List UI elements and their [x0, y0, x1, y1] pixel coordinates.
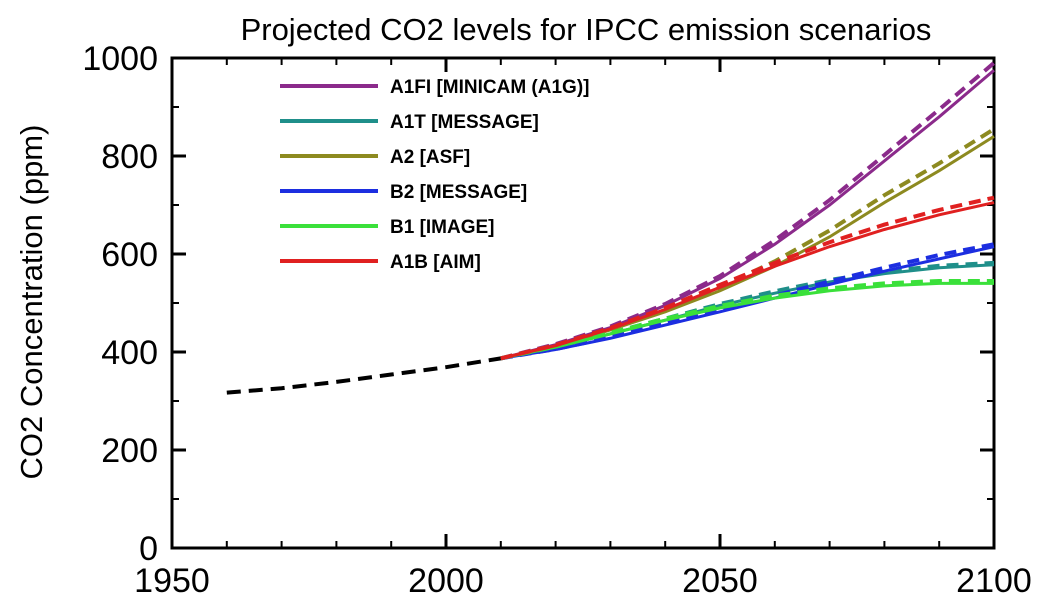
series-line-dashed — [500, 61, 996, 361]
y-tick-label: 800 — [101, 138, 158, 176]
x-tick-label: 2000 — [408, 562, 484, 598]
x-axis: 1950 2000 2050 2100 — [134, 58, 1032, 598]
series-line — [500, 281, 994, 360]
series-layer — [226, 61, 996, 395]
legend-label: A1FI [MINICAM (A1G)] — [390, 77, 589, 98]
y-tick-label: 1000 — [82, 40, 158, 78]
legend-label: B2 [MESSAGE] — [390, 182, 527, 203]
legend-label: A1B [AIM] — [390, 252, 481, 273]
legend: A1FI [MINICAM (A1G)] A1T [MESSAGE] A2 [ASF… — [280, 77, 589, 273]
y-tick-label: 400 — [101, 334, 158, 372]
series-line — [500, 245, 995, 360]
y-tick-label: 0 — [139, 530, 158, 568]
y-axis-label: CO2 Concentration (ppm) — [14, 125, 49, 480]
historical-series-line — [226, 356, 502, 395]
legend-label: B1 [IMAGE] — [390, 217, 495, 238]
legend-label: A1T [MESSAGE] — [390, 112, 539, 133]
series-line — [500, 201, 995, 360]
x-tick-label: 2050 — [682, 562, 758, 598]
series-line — [500, 135, 995, 360]
series-line-dashed — [500, 127, 996, 361]
plot-frame — [170, 56, 996, 550]
y-tick-label: 200 — [101, 432, 158, 470]
legend-label: A2 [ASF] — [390, 147, 470, 168]
y-axis: 0 200 400 600 800 1000 — [82, 40, 994, 568]
x-tick-label: 2100 — [956, 562, 1032, 598]
x-tick-label: 1950 — [134, 562, 210, 598]
chart-title: Projected CO2 levels for IPCC emission s… — [241, 12, 932, 47]
y-tick-label: 600 — [101, 236, 158, 274]
